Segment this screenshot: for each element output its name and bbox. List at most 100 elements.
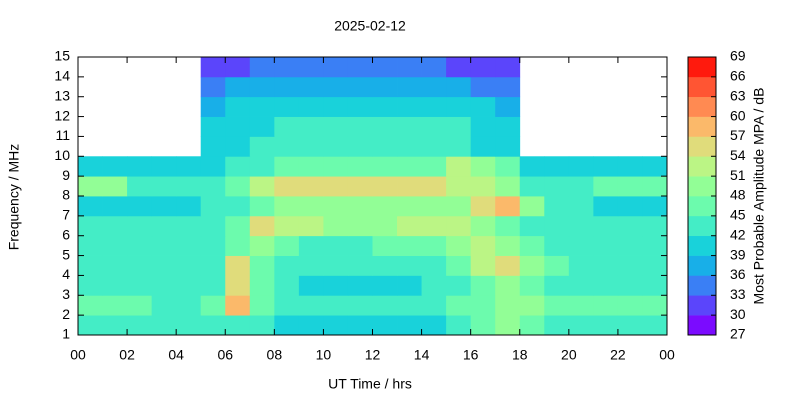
heat-cell (593, 156, 619, 177)
heat-cell (323, 275, 349, 296)
heat-cell (225, 215, 251, 237)
heat-cell (495, 76, 521, 98)
colorbar-band (688, 315, 716, 336)
heat-cell (127, 215, 153, 237)
heat-cell (225, 196, 251, 217)
colorbar-band (688, 96, 716, 117)
heat-cell (200, 275, 226, 296)
heat-cell (568, 156, 594, 177)
heat-cell (176, 315, 202, 336)
heat-cell (617, 196, 643, 217)
heat-cell (568, 315, 594, 336)
heat-cell (617, 235, 643, 256)
heat-cell (421, 255, 447, 276)
heat-cell (397, 215, 422, 237)
colorbar-band (688, 57, 716, 78)
heat-cell (421, 315, 447, 336)
heat-cell (446, 315, 472, 336)
heat-cell (225, 255, 251, 276)
heat-cell (200, 96, 226, 117)
heat-cell (544, 275, 570, 296)
heat-cell (347, 156, 373, 177)
heat-cell (274, 176, 300, 197)
heat-cell (593, 196, 619, 217)
heat-cell (568, 275, 594, 296)
heat-cell (617, 156, 643, 177)
heat-cell (397, 315, 422, 336)
x-tick-label: 22 (610, 347, 626, 363)
colorbar-band (688, 295, 716, 316)
heat-cell (323, 57, 349, 78)
colorbar-band (688, 275, 716, 296)
heat-cell (298, 176, 324, 197)
heat-cell (470, 295, 496, 316)
heat-cell (470, 315, 496, 336)
heat-cell (568, 176, 594, 197)
heat-cell (519, 235, 545, 256)
heat-cell (372, 136, 398, 157)
y-tick-label: 7 (62, 207, 70, 223)
heat-cell (323, 196, 349, 217)
colorbar-band (688, 76, 716, 98)
heat-cell (200, 295, 226, 316)
heat-cell (495, 235, 521, 256)
heat-cell (397, 295, 422, 316)
y-tick-label: 2 (62, 306, 70, 322)
heat-cell (102, 315, 128, 336)
colorbar-label: Most Probable Amplitude MPA / dB (751, 88, 767, 305)
heat-cell (617, 176, 643, 197)
heat-cell (544, 235, 570, 256)
heat-cell (568, 196, 594, 217)
heat-cell (347, 136, 373, 157)
heat-cell (102, 215, 128, 237)
heat-cell (151, 196, 177, 217)
heat-cell (200, 235, 226, 256)
heat-cell (372, 235, 398, 256)
heat-cell (298, 156, 324, 177)
heat-cell (397, 136, 422, 157)
x-tick-label: 14 (414, 347, 430, 363)
heat-cell (446, 136, 472, 157)
colorbar-band (688, 255, 716, 276)
heat-cell (249, 196, 275, 217)
heat-cell (642, 176, 668, 197)
heat-cell (347, 116, 373, 137)
heat-cell (617, 275, 643, 296)
heat-cell (446, 176, 472, 197)
heat-cell (347, 196, 373, 217)
heat-cell (421, 196, 447, 217)
heat-cell (127, 196, 153, 217)
heat-cell (127, 295, 153, 316)
heat-cell (372, 196, 398, 217)
heat-cell (323, 315, 349, 336)
heat-cell (225, 156, 251, 177)
y-axis-label: Frequency / MHz (6, 144, 22, 251)
heat-cell (274, 57, 300, 78)
heat-cell (593, 176, 619, 197)
colorbar-band (688, 116, 716, 137)
heat-cell (372, 116, 398, 137)
y-tick-label: 13 (54, 87, 70, 103)
heat-cell (593, 315, 619, 336)
colorbar-tick-label: 54 (730, 147, 746, 163)
heat-cell (495, 215, 521, 237)
x-tick-label: 16 (463, 347, 479, 363)
heat-cell (495, 196, 521, 217)
heat-cell (446, 235, 472, 256)
heat-cell (397, 156, 422, 177)
heat-cell (397, 176, 422, 197)
x-tick-label: 20 (561, 347, 577, 363)
heat-cell (347, 255, 373, 276)
heat-cell (495, 295, 521, 316)
heat-cell (446, 57, 472, 78)
colorbar-tick-label: 60 (730, 107, 746, 123)
heat-cell (495, 57, 521, 78)
heat-cell (200, 215, 226, 237)
heat-cell (78, 235, 103, 256)
heat-cell (323, 136, 349, 157)
x-tick-label: 08 (267, 347, 283, 363)
y-tick-label: 1 (62, 326, 70, 342)
heat-cell (249, 96, 275, 117)
heat-cell (470, 116, 496, 137)
heat-cell (151, 156, 177, 177)
